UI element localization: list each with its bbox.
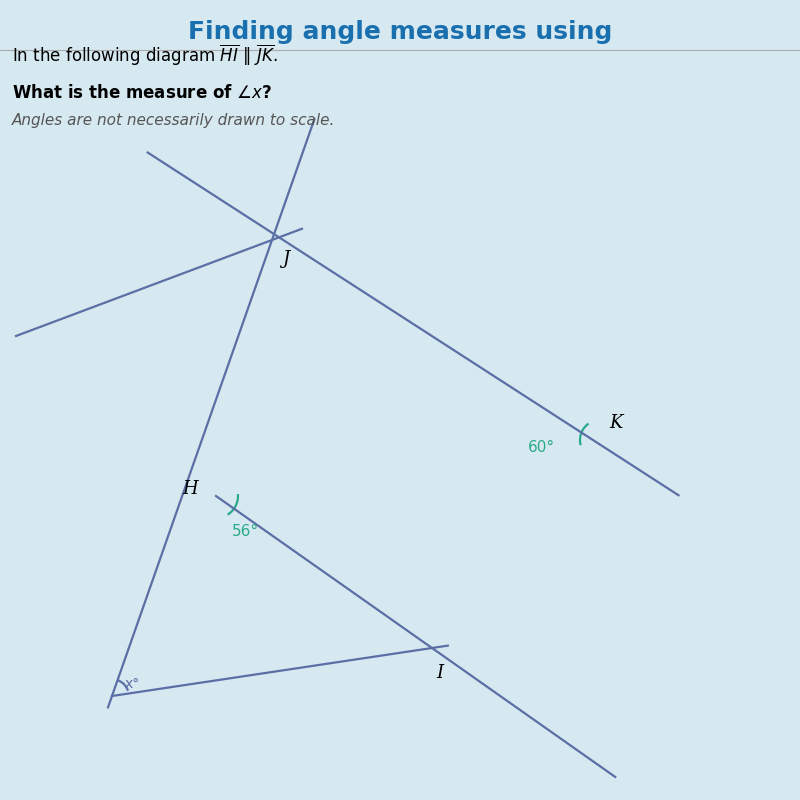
Text: In the following diagram $\overline{HI}\ \|\ \overline{JK}$.: In the following diagram $\overline{HI}\… xyxy=(12,43,278,68)
Text: H: H xyxy=(182,480,198,498)
Text: 56°: 56° xyxy=(232,524,259,539)
Text: J: J xyxy=(282,250,289,268)
Text: What is the measure of $\angle x$?: What is the measure of $\angle x$? xyxy=(12,84,272,102)
Text: K: K xyxy=(610,414,623,432)
Text: Finding angle measures using: Finding angle measures using xyxy=(188,20,612,44)
Text: 60°: 60° xyxy=(528,440,555,455)
Text: x°: x° xyxy=(125,677,140,691)
Text: Angles are not necessarily drawn to scale.: Angles are not necessarily drawn to scal… xyxy=(12,113,335,128)
Text: I: I xyxy=(436,664,443,682)
